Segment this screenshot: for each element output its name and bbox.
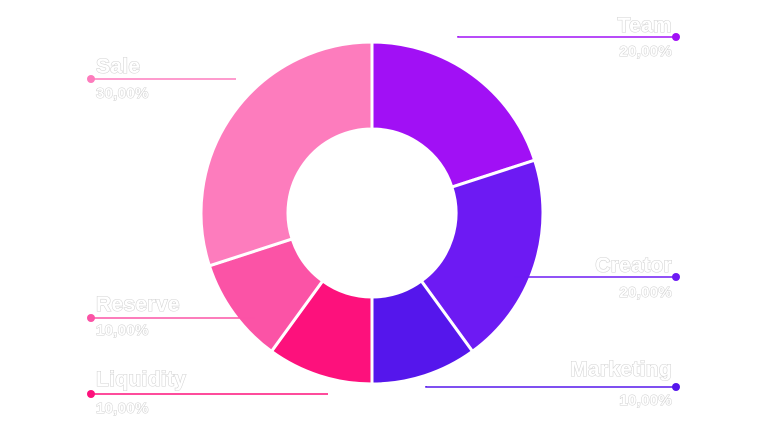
label-reserve: Reserve <box>96 293 180 316</box>
value-sale: 30,00% <box>96 85 149 102</box>
label-marketing: Marketing <box>570 358 672 381</box>
value-marketing: 10,00% <box>619 392 672 409</box>
leader-line-marketing <box>425 386 676 388</box>
value-creator: 20,00% <box>619 284 672 301</box>
leader-lines-layer <box>87 33 680 398</box>
leader-dot-creator <box>672 273 680 281</box>
labels-layer: Team 20,00% Creator 20,00% Marketing 10,00% Li… <box>95 13 673 417</box>
slice-team <box>370 40 537 189</box>
leader-line-team <box>457 36 676 38</box>
label-creator: Creator <box>595 254 672 277</box>
leader-dot-liquidity <box>87 390 95 398</box>
leader-dot-reserve <box>87 314 95 322</box>
slice-sale <box>199 40 374 268</box>
slices-layer <box>199 40 545 386</box>
slice-creator <box>419 158 545 353</box>
label-liquidity: Liquidity <box>96 368 186 391</box>
leader-dot-marketing <box>672 383 680 391</box>
value-reserve: 10,00% <box>96 322 149 339</box>
value-liquidity: 10,00% <box>96 400 149 417</box>
value-team: 20,00% <box>619 43 672 60</box>
label-team: Team <box>618 14 673 37</box>
label-sale: Sale <box>96 55 140 78</box>
leader-dot-sale <box>87 75 95 83</box>
leader-dot-team <box>672 33 680 41</box>
